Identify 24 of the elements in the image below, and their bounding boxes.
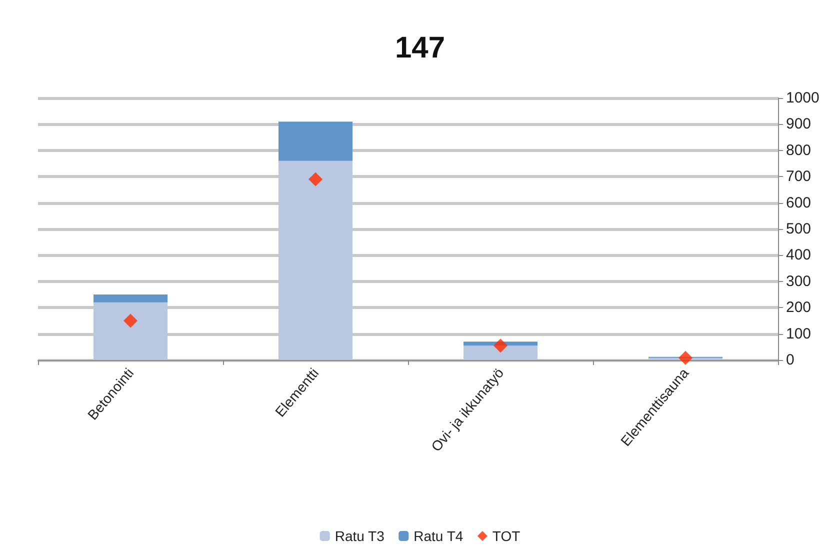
bar	[94, 302, 168, 360]
y-tick-label: 100	[786, 325, 812, 342]
y-tick-label: 1000	[786, 90, 820, 106]
point	[494, 338, 508, 353]
bar	[464, 346, 538, 360]
point	[124, 314, 138, 328]
legend-label: Ratu T3	[334, 528, 385, 544]
point	[678, 350, 692, 365]
y-tick-label: 300	[786, 272, 812, 290]
bar	[94, 294, 168, 302]
y-tick-label: 600	[786, 194, 812, 212]
y-tick-label: 400	[786, 246, 812, 264]
legend-label: Ratu T4	[414, 528, 464, 544]
y-tick-label: 0	[786, 352, 794, 368]
y-tick-label: 900	[786, 116, 812, 133]
chart-title: 147	[394, 32, 446, 64]
legend-label: TOT	[492, 528, 521, 544]
bar	[278, 160, 352, 360]
y-tick-label: 200	[786, 299, 812, 316]
y-tick-label: 800	[786, 142, 812, 159]
y-tick-label: 700	[786, 168, 812, 186]
point	[308, 172, 322, 186]
y-tick-label: 500	[786, 220, 812, 238]
bar	[278, 122, 352, 161]
